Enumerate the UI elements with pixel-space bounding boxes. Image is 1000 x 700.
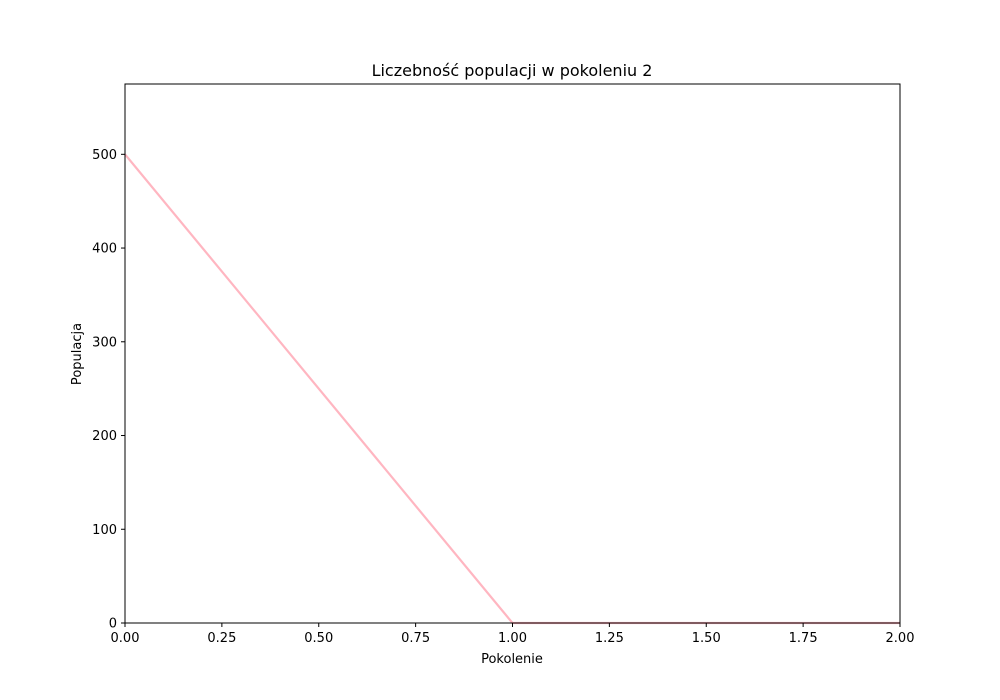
x-axis-label: Pokolenie	[481, 652, 543, 667]
y-axis-label: Populacja	[70, 323, 85, 385]
x-tick-label: 0.00	[111, 631, 140, 646]
y-tick-label: 300	[92, 335, 117, 350]
y-tick-label: 500	[92, 148, 117, 163]
x-tick-label: 0.75	[401, 631, 430, 646]
y-tick-label: 200	[92, 429, 117, 444]
series-line-0	[124, 153, 900, 625]
x-tick-label: 1.50	[692, 631, 721, 646]
x-tick-label: 0.50	[304, 631, 333, 646]
x-tick-label: 1.00	[498, 631, 527, 646]
y-tick-label: 0	[109, 617, 117, 632]
x-tick-label: 2.00	[886, 631, 915, 646]
y-tick-label: 400	[92, 242, 117, 257]
x-tick-label: 1.75	[789, 631, 818, 646]
plot-frame	[124, 83, 901, 624]
chart-title: Liczebność populacji w pokoleniu 2	[372, 61, 653, 80]
x-tick-label: 1.25	[595, 631, 624, 646]
series-layer	[124, 153, 900, 625]
y-axis: 0 100 200 300 400 500	[92, 148, 125, 632]
x-tick-label: 0.25	[207, 631, 236, 646]
x-axis: 0.00 0.25 0.50 0.75 1.00 1.25 1.50 1.75 2.00	[111, 623, 915, 646]
y-tick-label: 100	[92, 523, 117, 538]
